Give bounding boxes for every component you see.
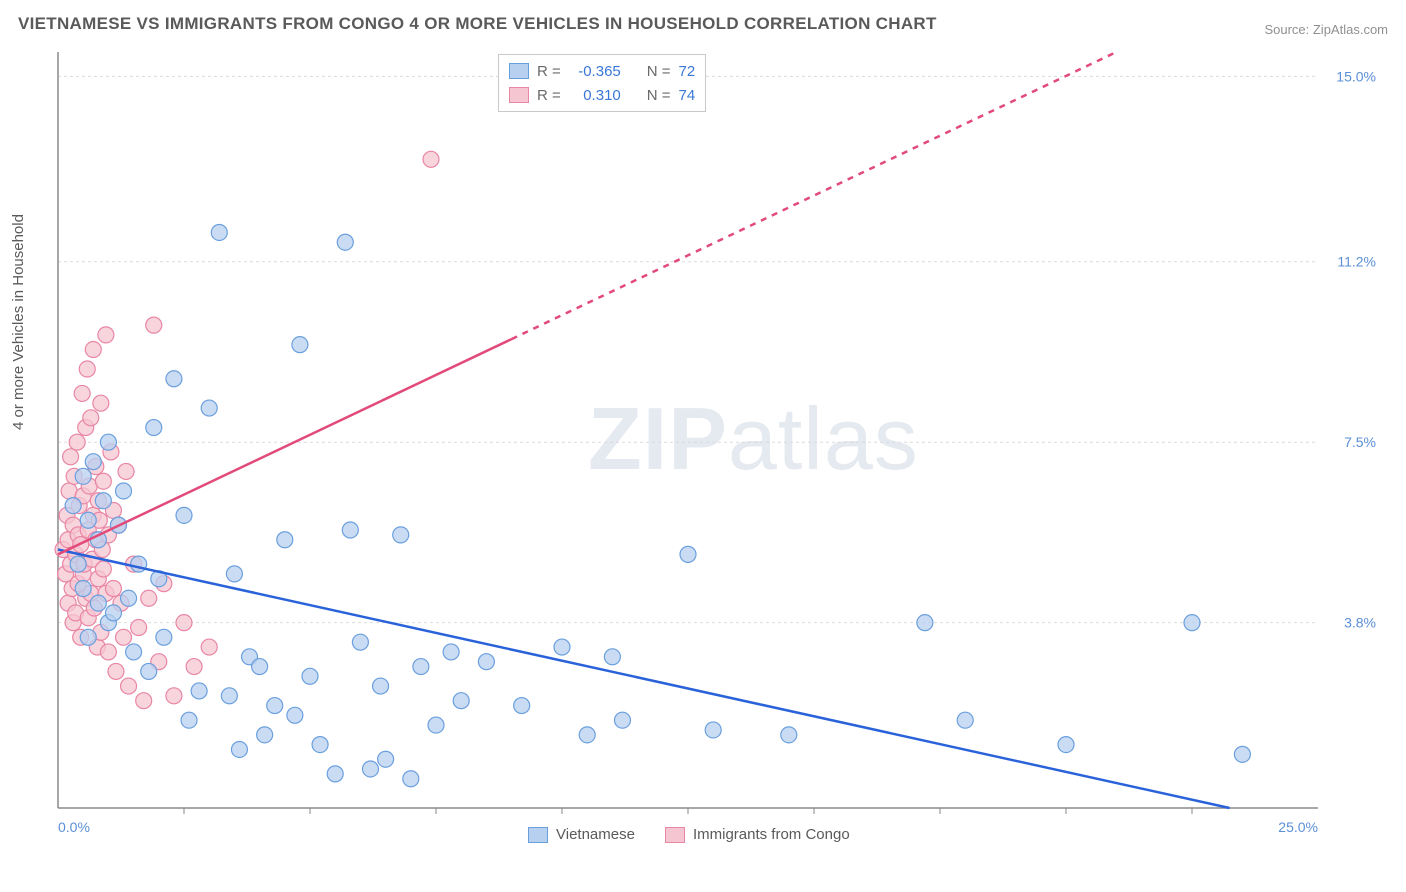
- swatch-vietnamese: [509, 63, 529, 79]
- legend-label-congo: Immigrants from Congo: [693, 826, 850, 843]
- n-label: N =: [647, 63, 671, 80]
- scatter-chart-svg: 3.8% 7.5% 11.2% 15.0% 0.0% 25.0%: [48, 48, 1388, 848]
- r-value-congo: 0.310: [569, 87, 621, 104]
- svg-text:0.0%: 0.0%: [58, 819, 90, 835]
- y-axis-label: 4 or more Vehicles in Household: [10, 214, 27, 430]
- r-label: R =: [537, 87, 561, 104]
- n-value-congo: 74: [679, 87, 696, 104]
- svg-text:3.8%: 3.8%: [1344, 615, 1376, 631]
- legend-row-congo: R = 0.310 N = 74: [509, 83, 695, 107]
- n-label: N =: [647, 87, 671, 104]
- chart-title: VIETNAMESE VS IMMIGRANTS FROM CONGO 4 OR…: [18, 14, 937, 34]
- legend-item-vietnamese: Vietnamese: [528, 826, 635, 843]
- r-value-vietnamese: -0.365: [569, 63, 621, 80]
- legend-label-vietnamese: Vietnamese: [556, 826, 635, 843]
- swatch-congo: [665, 827, 685, 843]
- svg-text:7.5%: 7.5%: [1344, 434, 1376, 450]
- series-legend: Vietnamese Immigrants from Congo: [528, 826, 850, 843]
- svg-text:11.2%: 11.2%: [1337, 254, 1376, 270]
- r-label: R =: [537, 63, 561, 80]
- swatch-vietnamese: [528, 827, 548, 843]
- plot-area: 3.8%7.5%11.2%15.0%0.0%25.0% ZIPatlas R =…: [48, 48, 1388, 848]
- legend-row-vietnamese: R = -0.365 N = 72: [509, 59, 695, 83]
- svg-text:25.0%: 25.0%: [1278, 819, 1318, 835]
- source-attribution: Source: ZipAtlas.com: [1264, 22, 1388, 37]
- swatch-congo: [509, 87, 529, 103]
- svg-text:15.0%: 15.0%: [1336, 68, 1376, 84]
- legend-item-congo: Immigrants from Congo: [665, 826, 850, 843]
- correlation-legend: R = -0.365 N = 72 R = 0.310 N = 74: [498, 54, 706, 112]
- n-value-vietnamese: 72: [679, 63, 696, 80]
